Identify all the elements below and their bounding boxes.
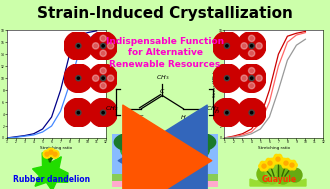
Circle shape [277,164,295,182]
Circle shape [285,163,290,168]
Circle shape [265,161,285,181]
Text: Indispensable Function
for Alternative
Renewable Resources: Indispensable Function for Alternative R… [106,37,224,69]
Circle shape [266,158,271,163]
Circle shape [269,158,274,163]
Circle shape [265,164,269,168]
Circle shape [281,161,285,165]
Text: Rubber dandelion: Rubber dandelion [13,175,90,184]
Circle shape [274,160,279,164]
Circle shape [274,154,279,159]
Circle shape [45,152,49,156]
Text: $CH_2$: $CH_2$ [206,104,219,113]
Text: $_n$: $_n$ [214,107,219,116]
Y-axis label: Stress (MPa): Stress (MPa) [213,71,217,97]
Circle shape [265,161,269,165]
Circle shape [291,166,296,170]
Circle shape [276,157,280,161]
Circle shape [163,138,209,162]
Circle shape [178,133,216,152]
Circle shape [277,172,289,184]
Circle shape [282,158,287,163]
Circle shape [121,138,167,162]
Text: Strain-Induced Crystallization: Strain-Induced Crystallization [37,6,293,21]
Text: $C$: $C$ [138,113,145,121]
Text: Guayule: Guayule [261,175,296,184]
Circle shape [262,164,266,168]
Circle shape [268,161,272,165]
Circle shape [257,165,275,183]
Polygon shape [250,179,306,186]
Circle shape [139,121,191,147]
Circle shape [291,160,296,165]
Circle shape [271,161,275,165]
Circle shape [114,133,152,152]
Text: $C$: $C$ [159,87,166,95]
Text: $H$: $H$ [180,113,187,121]
FancyBboxPatch shape [112,134,218,187]
FancyBboxPatch shape [112,174,218,187]
Circle shape [287,161,291,165]
Text: $CH_3$: $CH_3$ [156,73,169,82]
X-axis label: Stretching ratio: Stretching ratio [258,146,290,150]
Circle shape [288,166,293,170]
Text: $CH_2$: $CH_2$ [105,104,119,113]
Circle shape [288,160,293,165]
Circle shape [284,161,288,165]
Circle shape [273,157,277,161]
Circle shape [282,163,287,168]
Circle shape [277,160,282,164]
Circle shape [259,164,263,168]
Circle shape [133,129,197,161]
Circle shape [277,154,282,159]
Circle shape [47,148,55,156]
Circle shape [285,158,290,163]
Circle shape [266,163,271,168]
Circle shape [266,172,278,184]
Circle shape [263,161,268,166]
FancyBboxPatch shape [112,181,218,187]
Circle shape [260,167,265,171]
Polygon shape [33,153,68,189]
Text: Hevea brasiliensis: Hevea brasiliensis [126,175,204,184]
X-axis label: Stretching ratio: Stretching ratio [40,146,72,150]
Circle shape [269,163,274,168]
Circle shape [290,163,294,167]
Circle shape [53,152,57,156]
Circle shape [288,168,302,182]
Circle shape [51,150,59,158]
Circle shape [263,167,268,171]
Circle shape [287,163,291,167]
Circle shape [43,150,51,158]
Circle shape [260,161,265,166]
Circle shape [293,163,297,167]
Circle shape [279,157,283,161]
Circle shape [49,150,53,154]
Polygon shape [149,134,181,187]
